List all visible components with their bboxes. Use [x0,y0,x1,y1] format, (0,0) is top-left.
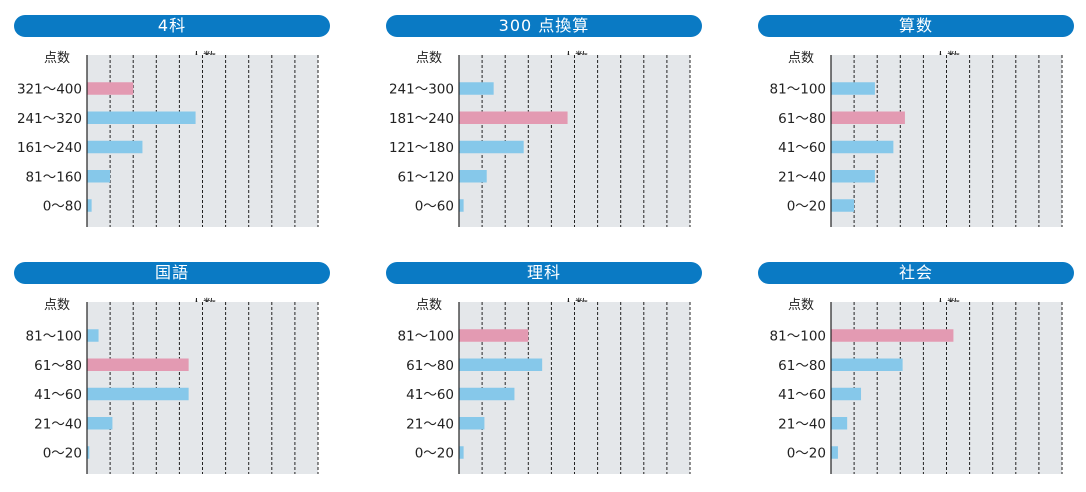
category-label: 0～20 [787,446,826,462]
score-header: 点数 [44,51,71,66]
category-label: 61～80 [34,358,82,374]
chart-title: 算数 [758,15,1074,37]
bar [831,387,862,401]
bar [87,446,90,459]
chart-title: 300 点換算 [386,15,702,37]
bar-chart: 81～100 61～80 41～60 21～40 0～20 [26,302,319,474]
bar-chart: 81～100 61～80 41～60 21～40 0～20 [770,55,1063,227]
category-label: 81～160 [26,169,82,185]
category-label: 0～20 [787,199,826,215]
category-label: 161～240 [17,140,82,156]
category-label: 21～40 [406,416,454,432]
chart-title: 国語 [14,262,330,284]
score-header: 点数 [788,51,815,66]
bar [87,140,143,154]
category-label: 121～180 [389,140,454,156]
category-label: 21～40 [34,416,82,432]
chart-title: 社会 [758,262,1074,284]
bar [831,140,894,154]
bar-chart: 81～100 61～80 41～60 21～40 0～20 [770,302,1063,474]
bar [831,199,855,212]
category-label: 41～60 [406,387,454,403]
score-header: 点数 [416,298,443,313]
chart-title: 理科 [386,262,702,284]
category-label: 0～60 [415,199,454,215]
category-label: 241～300 [389,82,454,98]
category-label: 81～100 [770,82,826,98]
bar [459,199,464,212]
category-label: 81～100 [398,329,454,345]
category-label: 61～80 [778,358,826,374]
bar [87,387,189,401]
category-label: 21～40 [778,169,826,185]
bar-highlight [831,329,954,342]
category-label: 0～80 [43,199,82,215]
bar [87,170,111,183]
category-label: 81～100 [770,329,826,345]
chart-panel-300-scaled: 300 点換算 点数 人数 241～300181～240121～18061～12… [386,15,702,245]
bar-highlight [87,82,134,95]
bar [87,111,196,124]
score-header: 点数 [788,298,815,313]
category-label: 41～60 [778,140,826,156]
bar [831,446,838,459]
bar [459,358,543,371]
bar [831,82,875,95]
bar-highlight [831,111,905,124]
bar [831,170,875,183]
bar-chart: 321～400 241～320 161～240 81～160 0～80 [17,55,319,227]
bar-highlight [459,329,529,342]
bar [831,417,848,430]
bar-highlight [87,358,189,371]
bar [459,82,494,95]
bar-highlight [459,111,568,124]
score-header: 点数 [416,51,443,66]
bar-chart: 241～300 181～240 121～180 61～120 0～60 [389,55,691,227]
category-label: 181～240 [389,111,454,127]
category-label: 241～320 [17,111,82,127]
category-label: 0～20 [415,446,454,462]
category-label: 0～20 [43,446,82,462]
category-label: 61～120 [398,169,454,185]
bar [831,358,903,371]
bar [459,170,487,183]
bar [87,329,99,342]
category-label: 41～60 [34,387,82,403]
category-label: 61～80 [778,111,826,127]
bar [459,446,464,459]
bar [87,417,113,430]
category-label: 61～80 [406,358,454,374]
category-label: 81～100 [26,329,82,345]
chart-title: 4科 [14,15,330,37]
bar-chart: 81～100 61～80 41～60 21～40 0～20 [398,302,691,474]
category-label: 41～60 [778,387,826,403]
score-header: 点数 [44,298,71,313]
category-label: 321～400 [17,82,82,98]
bar [87,199,92,212]
bar [459,140,524,154]
bar [459,417,485,430]
category-label: 21～40 [778,416,826,432]
bar [459,387,515,401]
